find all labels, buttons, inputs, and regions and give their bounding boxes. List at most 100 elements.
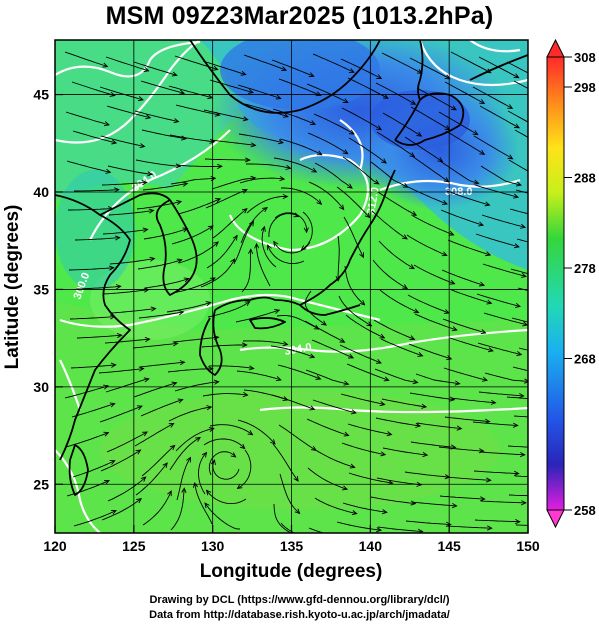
streamline-arrowhead: [478, 221, 485, 227]
x-axis-label: Longitude (degrees): [200, 561, 383, 582]
streamline-arrowhead: [339, 337, 346, 343]
streamline-arrowhead: [144, 336, 151, 343]
streamline: [513, 80, 528, 89]
streamline-arrowhead: [247, 430, 254, 436]
streamline: [169, 437, 201, 471]
streamline-arrowhead: [176, 258, 183, 264]
streamline: [71, 403, 115, 418]
streamline: [106, 431, 148, 453]
streamline: [140, 399, 183, 417]
streamline: [450, 397, 496, 404]
streamline: [446, 190, 490, 206]
streamline-arrowhead: [359, 252, 364, 259]
streamline: [416, 422, 462, 430]
streamline: [473, 470, 519, 475]
streamline: [342, 502, 387, 513]
streamline-arrowhead: [376, 527, 383, 533]
streamline: [169, 134, 215, 143]
streamline-arrowhead: [335, 276, 341, 282]
streamline: [474, 184, 519, 198]
streamline: [102, 228, 148, 235]
streamline: [109, 258, 155, 265]
streamline-arrowhead: [273, 240, 279, 247]
streamline: [410, 441, 456, 448]
streamline-arrowhead: [275, 94, 282, 100]
streamline-arrowhead: [248, 365, 255, 371]
streamline-arrowhead: [204, 502, 210, 509]
streamline: [312, 399, 357, 414]
streamline: [173, 336, 219, 343]
streamline-arrowhead: [176, 199, 183, 205]
streamline: [278, 424, 317, 451]
streamline: [244, 103, 289, 118]
streamline-arrowhead: [479, 496, 486, 502]
streamline-arrowhead: [277, 139, 284, 145]
streamline-arrowhead: [379, 401, 386, 407]
streamline: [405, 520, 451, 525]
y-axis: 25 30 35 40 45: [33, 87, 63, 492]
streamline: [438, 111, 478, 135]
streamline: [72, 130, 117, 144]
streamline-arrowhead: [485, 477, 492, 483]
streamline-arrowhead: [441, 199, 448, 205]
streamline: [370, 496, 416, 505]
streamline-arrowhead: [177, 398, 184, 404]
streamline-arrowhead: [311, 167, 318, 173]
streamline-arrowhead: [212, 65, 219, 71]
streamline: [168, 85, 213, 99]
streamline-arrowhead: [413, 308, 420, 314]
streamline-arrowhead: [147, 171, 154, 177]
streamline: [241, 249, 252, 293]
streamline-arrowhead: [386, 431, 393, 437]
streamline: [439, 495, 485, 500]
streamline-arrowhead: [105, 168, 112, 174]
streamline: [141, 129, 186, 140]
streamline: [345, 314, 385, 339]
streamline: [476, 293, 521, 307]
streamline: [478, 391, 524, 397]
streamline-arrowhead: [444, 74, 451, 80]
streamline: [474, 519, 520, 523]
streamline-arrowhead: [513, 243, 520, 249]
streamline: [235, 309, 280, 323]
streamline-arrowhead: [514, 123, 521, 129]
streamline-arrowhead: [316, 539, 321, 543]
streamline: [277, 364, 321, 380]
streamline: [410, 106, 450, 131]
streamline: [103, 289, 149, 295]
streamline-arrowhead: [267, 244, 272, 251]
streamline: [370, 161, 408, 188]
streamline: [348, 137, 387, 164]
streamline-arrowhead: [186, 456, 191, 463]
streamline: [405, 185, 448, 205]
streamline-arrowhead: [472, 130, 479, 136]
streamline: [64, 385, 109, 399]
isotherm-contours: [55, 40, 528, 533]
streamline-arrowhead: [110, 362, 117, 368]
colorbar-tick-label: 268: [574, 352, 596, 367]
streamline-arrowhead: [444, 125, 451, 131]
streamline: [382, 112, 422, 137]
streamline-arrowhead: [376, 74, 383, 79]
streamline-arrowhead: [205, 301, 212, 307]
streamline: [209, 79, 254, 94]
streamline: [212, 208, 248, 239]
streamline-arrowhead: [342, 485, 349, 491]
streamline-arrowhead: [479, 281, 486, 287]
streamline: [306, 83, 349, 103]
streamline-arrowhead: [162, 462, 168, 469]
streamline: [508, 494, 528, 497]
streamline-arrowhead: [242, 116, 249, 122]
streamline: [376, 131, 415, 158]
streamline-arrowhead: [308, 72, 315, 78]
streamline: [208, 451, 236, 476]
streamline: [472, 421, 518, 426]
streamline-arrowhead: [181, 487, 187, 494]
streamline-arrowhead: [485, 68, 492, 74]
streamline: [477, 342, 522, 356]
x-tick-label: 140: [359, 538, 383, 554]
streamline-arrowhead: [145, 114, 152, 120]
streamline-arrowhead: [490, 399, 497, 405]
x-tick-label: 130: [201, 538, 225, 554]
streamline-arrowhead: [485, 251, 492, 257]
